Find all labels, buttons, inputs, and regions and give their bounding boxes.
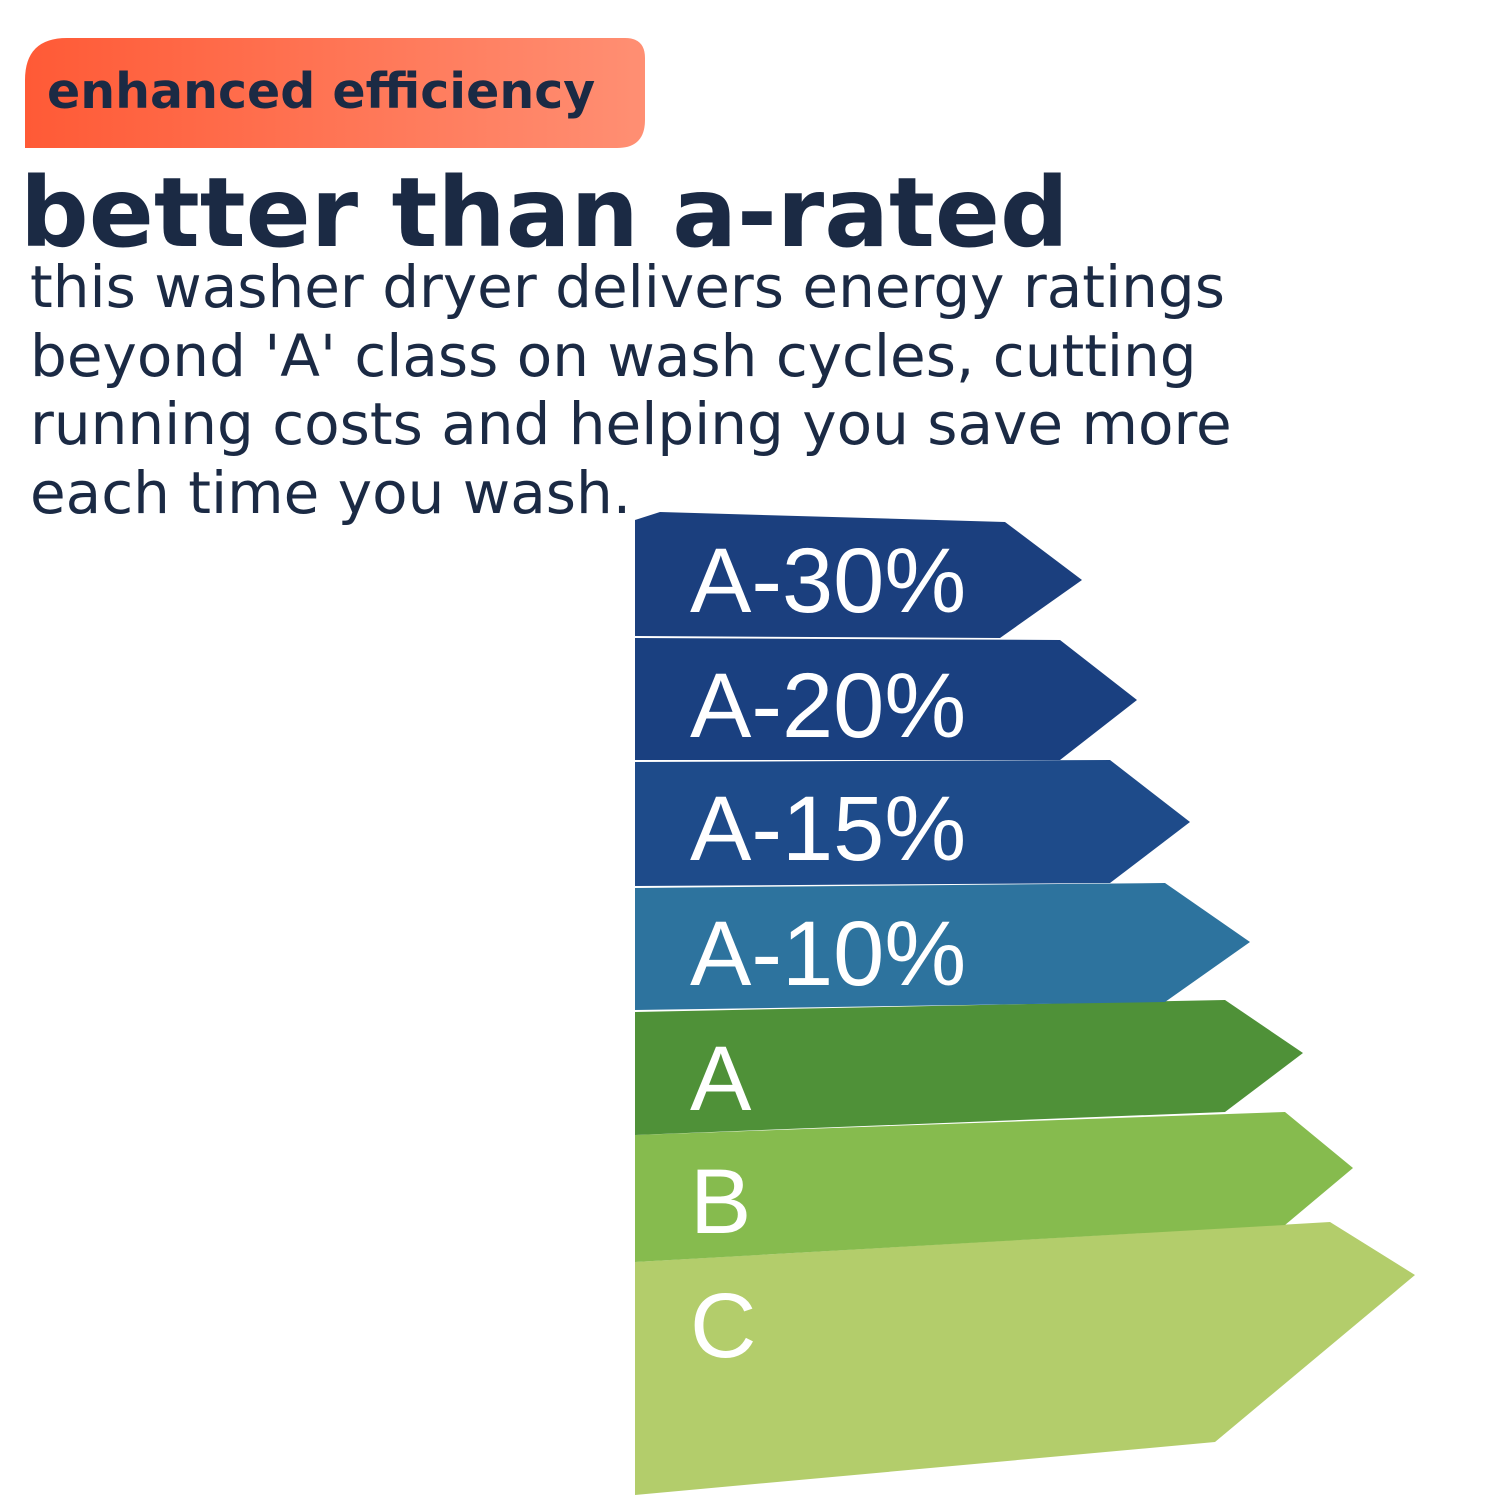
energy-label: A-10%: [690, 903, 966, 1005]
badge-background: [25, 38, 645, 148]
arrow: [635, 1000, 1303, 1135]
energy-label: A-30%: [690, 530, 966, 632]
body-line: this washer dryer delivers energy rating…: [30, 253, 1225, 321]
arrow: [635, 638, 1137, 760]
energy-label: A: [690, 1028, 752, 1130]
arrow: [635, 512, 1082, 638]
arrow: [635, 760, 1190, 886]
title: better than a-rated: [20, 157, 1069, 269]
arrow: [635, 883, 1250, 1010]
badge-text: enhanced efficiency: [47, 63, 595, 120]
energy-arrows: [635, 512, 1415, 1495]
energy-label: C: [690, 1275, 756, 1377]
body-line: each time you wash.: [30, 459, 631, 527]
energy-label: A-15%: [690, 778, 966, 880]
body-line: running costs and helping you save more: [30, 390, 1232, 458]
body-line: beyond 'A' class on wash cycles, cutting: [30, 322, 1197, 390]
arrow: [635, 1222, 1415, 1495]
arrow: [635, 1112, 1353, 1262]
energy-label: A-20%: [690, 655, 966, 757]
energy-label: B: [690, 1151, 751, 1253]
